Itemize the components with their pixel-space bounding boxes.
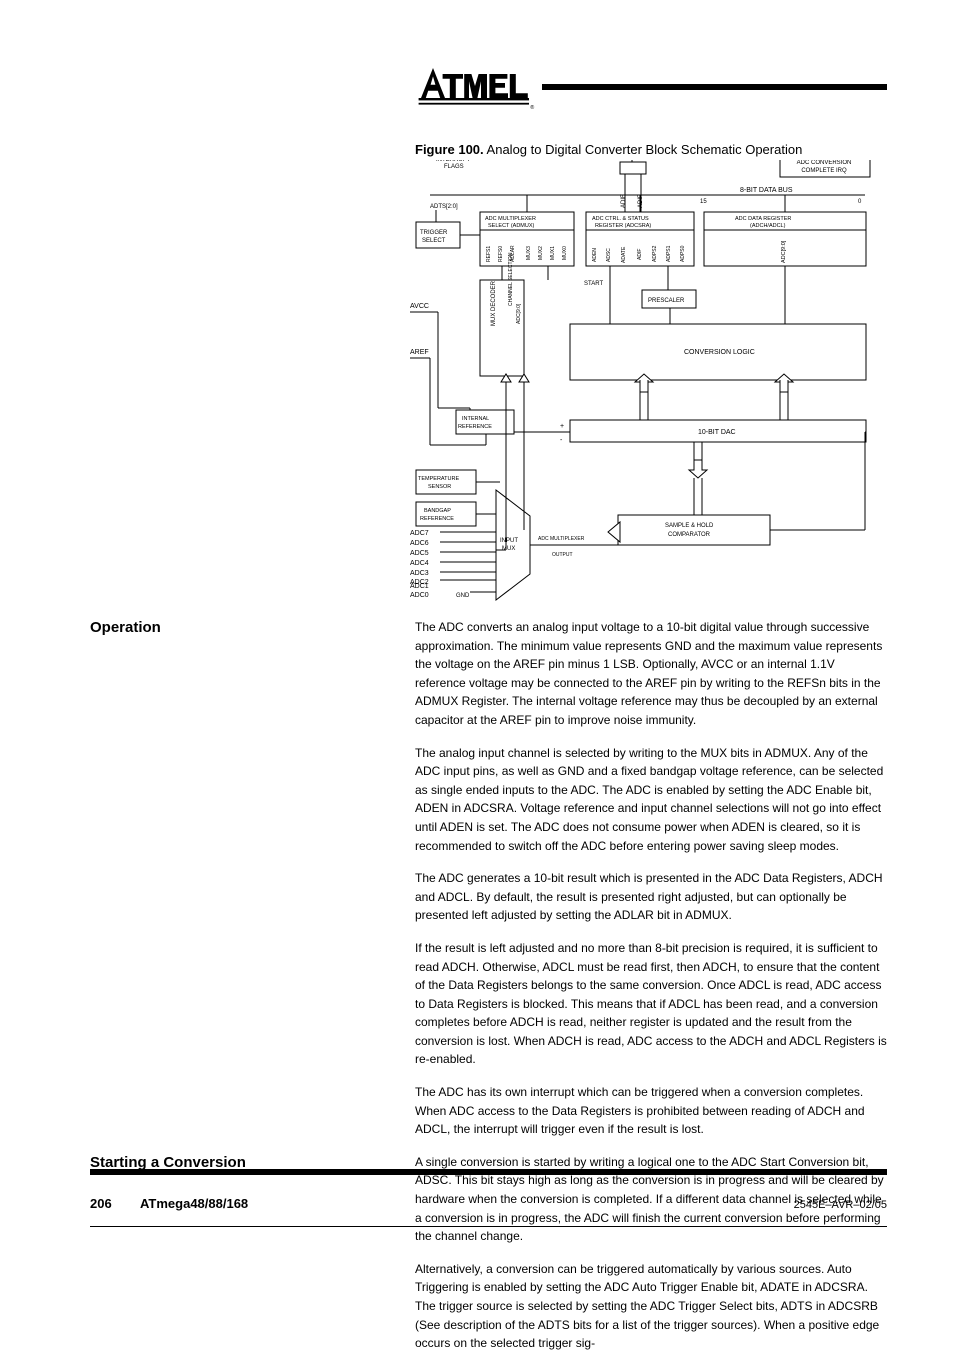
svg-text:COMPARATOR: COMPARATOR xyxy=(668,532,711,538)
svg-text:INPUT: INPUT xyxy=(500,538,518,544)
svg-text:INTERRUPT: INTERRUPT xyxy=(436,160,471,163)
svg-text:8-BIT DATA BUS: 8-BIT DATA BUS xyxy=(740,187,793,194)
svg-text:ADPS0: ADPS0 xyxy=(680,245,686,262)
svg-text:ADC CONVERSION: ADC CONVERSION xyxy=(797,160,852,166)
svg-text:®: ® xyxy=(530,104,534,110)
operation-para-2: The analog input channel is selected by … xyxy=(415,744,887,856)
svg-text:SENSOR: SENSOR xyxy=(428,484,451,490)
svg-text:START: START xyxy=(584,281,603,287)
operation-para-3: The ADC generates a 10-bit result which … xyxy=(415,869,887,925)
svg-text:ADC5: ADC5 xyxy=(410,550,429,557)
svg-text:OUTPUT: OUTPUT xyxy=(552,552,573,558)
svg-text:ADC[9:0]: ADC[9:0] xyxy=(781,240,787,263)
doc-id: 2545E–AVR–02/05 xyxy=(794,1199,887,1211)
svg-text:+: + xyxy=(560,423,564,430)
svg-text:REFERENCE: REFERENCE xyxy=(458,424,492,430)
svg-text:MUX1: MUX1 xyxy=(550,246,556,260)
svg-text:AVCC: AVCC xyxy=(410,303,429,310)
atmel-logo: ® xyxy=(415,62,535,110)
svg-text:CONVERSION LOGIC: CONVERSION LOGIC xyxy=(684,349,755,356)
svg-text:ADC MULTIPLEXER: ADC MULTIPLEXER xyxy=(485,216,536,222)
svg-text:ADPS2: ADPS2 xyxy=(652,245,658,262)
figure-title: Figure 100. Analog to Digital Converter … xyxy=(415,142,802,157)
svg-text:CHANNEL SELECTION: CHANNEL SELECTION xyxy=(508,252,514,306)
svg-text:10-BIT DAC: 10-BIT DAC xyxy=(698,429,736,436)
svg-text:AREF: AREF xyxy=(410,349,429,356)
svg-text:BANDGAP: BANDGAP xyxy=(424,508,451,514)
svg-text:ADEN: ADEN xyxy=(592,248,598,262)
starting-para-2: Alternatively, a conversion can be trigg… xyxy=(415,1260,887,1353)
svg-text:ADIE: ADIE xyxy=(621,194,627,208)
svg-text:-: - xyxy=(560,437,563,444)
svg-text:REGISTER (ADCSRA): REGISTER (ADCSRA) xyxy=(595,223,651,229)
svg-text:MUX0: MUX0 xyxy=(562,246,568,260)
svg-text:ADATE: ADATE xyxy=(621,246,627,263)
svg-text:MUX: MUX xyxy=(502,546,515,552)
svg-text:ADC4: ADC4 xyxy=(410,560,429,567)
svg-text:ADIF: ADIF xyxy=(637,249,643,260)
svg-text:REFS1: REFS1 xyxy=(486,246,492,262)
svg-text:MUX3: MUX3 xyxy=(526,246,532,260)
figure-caption: Analog to Digital Converter Block Schema… xyxy=(487,142,803,157)
svg-text:ADC MULTIPLEXER: ADC MULTIPLEXER xyxy=(538,536,585,542)
svg-text:REFERENCE: REFERENCE xyxy=(420,516,454,522)
svg-text:SELECT (ADMUX): SELECT (ADMUX) xyxy=(488,223,535,229)
svg-text:MUX DECODER: MUX DECODER xyxy=(491,280,497,326)
body-text: Operation The ADC converts an analog inp… xyxy=(90,618,887,1367)
svg-text:ADTS[2:0]: ADTS[2:0] xyxy=(430,204,458,210)
svg-text:REFS0: REFS0 xyxy=(498,246,504,262)
operation-para-4: If the result is left adjusted and no mo… xyxy=(415,939,887,1069)
svg-text:TRIGGER: TRIGGER xyxy=(420,230,448,236)
svg-text:ADSC: ADSC xyxy=(606,248,612,262)
svg-text:ADC0: ADC0 xyxy=(410,592,429,599)
svg-text:0: 0 xyxy=(858,199,862,205)
svg-text:INTERNAL: INTERNAL xyxy=(462,416,489,422)
figure-number: Figure 100. xyxy=(415,142,484,157)
svg-text:ADC6: ADC6 xyxy=(410,540,429,547)
svg-text:TEMPERATURE: TEMPERATURE xyxy=(418,476,459,482)
section-heading-starting: Starting a Conversion xyxy=(90,1153,415,1246)
svg-text:ADPS1: ADPS1 xyxy=(666,245,672,262)
svg-text:ADC1: ADC1 xyxy=(410,583,429,590)
svg-text:ADC CTRL. & STATUS: ADC CTRL. & STATUS xyxy=(592,216,649,222)
svg-text:ADC7: ADC7 xyxy=(410,530,429,537)
page-number: 206 xyxy=(90,1196,112,1211)
svg-text:ADC3: ADC3 xyxy=(410,570,429,577)
block-diagram: ADC CONVERSION COMPLETE IRQ INTERRUPT FL… xyxy=(410,160,886,610)
svg-text:ADC DATA REGISTER: ADC DATA REGISTER xyxy=(735,216,791,222)
svg-text:PRESCALER: PRESCALER xyxy=(648,298,685,304)
svg-text:SELECT: SELECT xyxy=(422,238,446,244)
svg-text:GND: GND xyxy=(456,593,470,599)
operation-para-1: The ADC converts an analog input voltage… xyxy=(415,618,887,730)
svg-text:ADC[9:0]: ADC[9:0] xyxy=(516,303,522,324)
svg-text:COMPLETE IRQ: COMPLETE IRQ xyxy=(801,168,847,174)
page: ® Figure 100. Analog to Digital Converte… xyxy=(0,0,954,1351)
section-heading-operation: Operation xyxy=(90,618,415,730)
svg-text:FLAGS: FLAGS xyxy=(444,164,464,170)
footer-label: ATmega48/88/168 xyxy=(140,1196,248,1211)
footer-rule-thick xyxy=(90,1169,887,1175)
svg-text:MUX2: MUX2 xyxy=(538,246,544,260)
footer-rule-thin xyxy=(90,1226,887,1227)
operation-para-5: The ADC has its own interrupt which can … xyxy=(415,1083,887,1139)
svg-text:(ADCH/ADCL): (ADCH/ADCL) xyxy=(750,223,786,229)
svg-text:SAMPLE & HOLD: SAMPLE & HOLD xyxy=(665,523,714,529)
svg-text:15: 15 xyxy=(700,199,707,205)
header-rule xyxy=(542,84,887,90)
